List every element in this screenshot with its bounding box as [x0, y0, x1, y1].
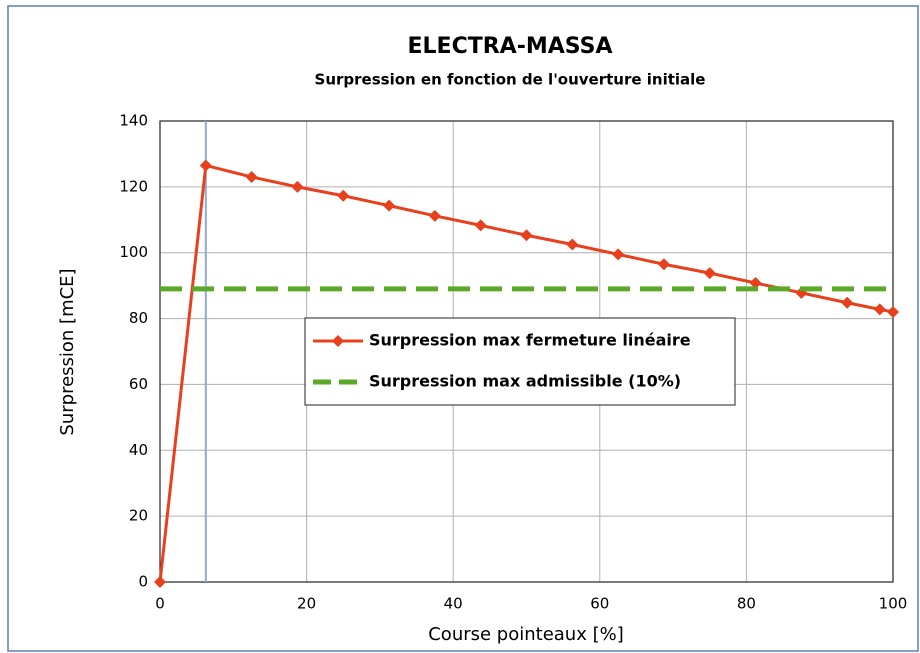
plot-area [159, 120, 894, 583]
x-tick-label: 100 [879, 595, 908, 613]
data-point [383, 199, 396, 212]
y-tick-label: 120 [119, 177, 148, 195]
x-tick-label: 80 [737, 595, 756, 613]
legend-box [304, 317, 736, 406]
data-point [474, 219, 487, 232]
data-point [887, 305, 899, 318]
y-tick-label: 0 [138, 573, 148, 591]
x-tick-label: 40 [444, 595, 463, 613]
x-axis-label: Course pointeaux [%] [428, 624, 624, 645]
data-point [199, 159, 212, 172]
series-line [158, 163, 894, 583]
chart-title: ELECTRA-MASSA [408, 34, 613, 59]
data-point [291, 180, 304, 193]
data-point [337, 189, 350, 202]
data-point [566, 238, 579, 251]
y-tick-label: 100 [119, 243, 148, 261]
y-axis-label: Surpression [mCE] [57, 268, 78, 435]
legend-marker [332, 335, 344, 347]
y-tick-label: 60 [129, 375, 148, 393]
y-tick-label: 40 [129, 441, 148, 459]
data-point [841, 296, 854, 309]
x-tick-label: 0 [155, 595, 165, 613]
legend-label: Surpression max admissible (10%) [369, 372, 681, 391]
y-tick-label: 140 [119, 112, 148, 130]
data-point [612, 248, 625, 261]
data-point [703, 267, 716, 280]
data-point [154, 576, 166, 588]
data-point [873, 303, 886, 316]
data-point [520, 229, 533, 242]
y-tick-label: 80 [129, 309, 148, 327]
x-tick-label: 20 [297, 595, 316, 613]
data-point [428, 209, 441, 222]
data-point [749, 277, 762, 290]
chart-subtitle: Surpression en fonction de l'ouverture i… [315, 71, 706, 89]
legend-label: Surpression max fermeture linéaire [369, 331, 691, 350]
x-tick-label: 60 [590, 595, 609, 613]
data-point [245, 170, 258, 183]
data-point [657, 258, 670, 271]
y-tick-label: 20 [129, 507, 148, 525]
